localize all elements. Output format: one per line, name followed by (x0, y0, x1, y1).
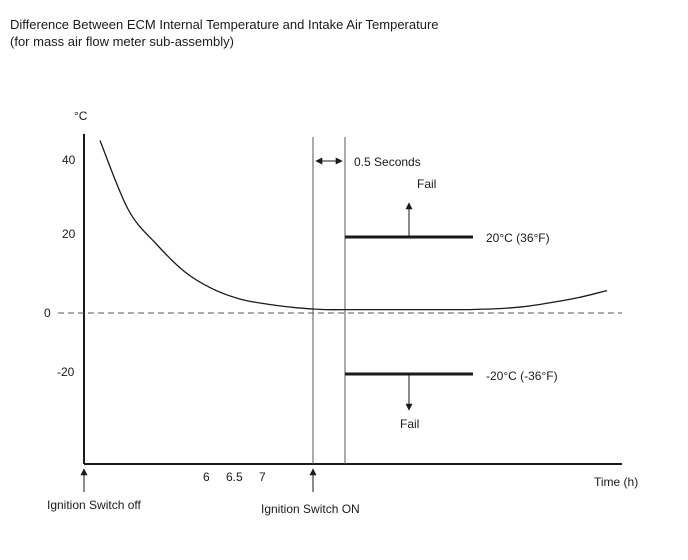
x-tick-label: 6.5 (226, 470, 243, 484)
y-tick-label: 20 (62, 227, 76, 241)
lower-fail-label: Fail (400, 417, 419, 431)
delay-label: 0.5 Seconds (354, 155, 421, 169)
ignition-off-label: Ignition Switch off (47, 498, 141, 512)
ignition-on-label: Ignition Switch ON (261, 502, 360, 516)
y-axis-unit-label: °C (74, 109, 88, 123)
chart-subtitle: (for mass air flow meter sub-assembly) (10, 34, 234, 49)
lower-threshold-label: -20°C (-36°F) (486, 369, 558, 383)
x-tick-labels: 6 6.5 7 (203, 470, 266, 484)
y-tick-label: 40 (62, 153, 76, 167)
upper-threshold-label: 20°C (36°F) (486, 231, 550, 245)
chart-title: Difference Between ECM Internal Temperat… (10, 17, 439, 32)
x-tick-label: 7 (259, 470, 266, 484)
temperature-difference-curve (99, 140, 608, 311)
x-tick-label: 6 (203, 470, 210, 484)
upper-fail-label: Fail (417, 177, 436, 191)
y-tick-label: -20 (57, 365, 75, 379)
y-tick-labels: 40 20 0 -20 (44, 153, 76, 379)
y-tick-label: 0 (44, 306, 51, 320)
x-axis-label: Time (h) (594, 475, 638, 489)
chart-title-block: Difference Between ECM Internal Temperat… (10, 16, 439, 50)
